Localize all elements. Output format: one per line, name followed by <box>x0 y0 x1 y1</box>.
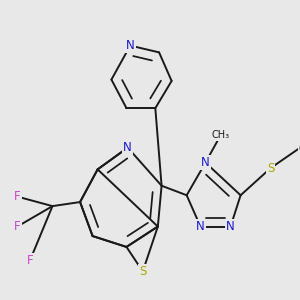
Text: S: S <box>139 265 146 278</box>
Text: F: F <box>14 190 21 203</box>
Text: N: N <box>123 141 132 154</box>
Text: N: N <box>201 156 210 169</box>
Text: N: N <box>226 220 235 233</box>
Text: F: F <box>27 254 33 267</box>
Text: CH₃: CH₃ <box>298 144 300 154</box>
Text: CH₃: CH₃ <box>212 130 230 140</box>
Text: N: N <box>196 220 205 233</box>
Text: S: S <box>267 161 274 175</box>
Text: N: N <box>126 39 135 52</box>
Text: F: F <box>14 220 21 233</box>
